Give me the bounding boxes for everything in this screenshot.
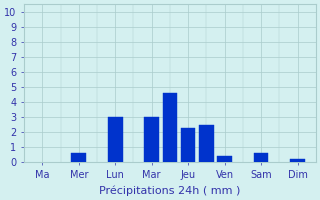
X-axis label: Précipitations 24h ( mm ): Précipitations 24h ( mm )	[99, 185, 241, 196]
Bar	[144, 117, 159, 162]
Bar	[71, 153, 86, 162]
Bar	[199, 125, 214, 162]
Bar	[290, 159, 305, 162]
Bar	[254, 153, 268, 162]
Bar	[181, 128, 196, 162]
Bar	[217, 156, 232, 162]
Bar	[163, 93, 177, 162]
Bar	[108, 117, 123, 162]
